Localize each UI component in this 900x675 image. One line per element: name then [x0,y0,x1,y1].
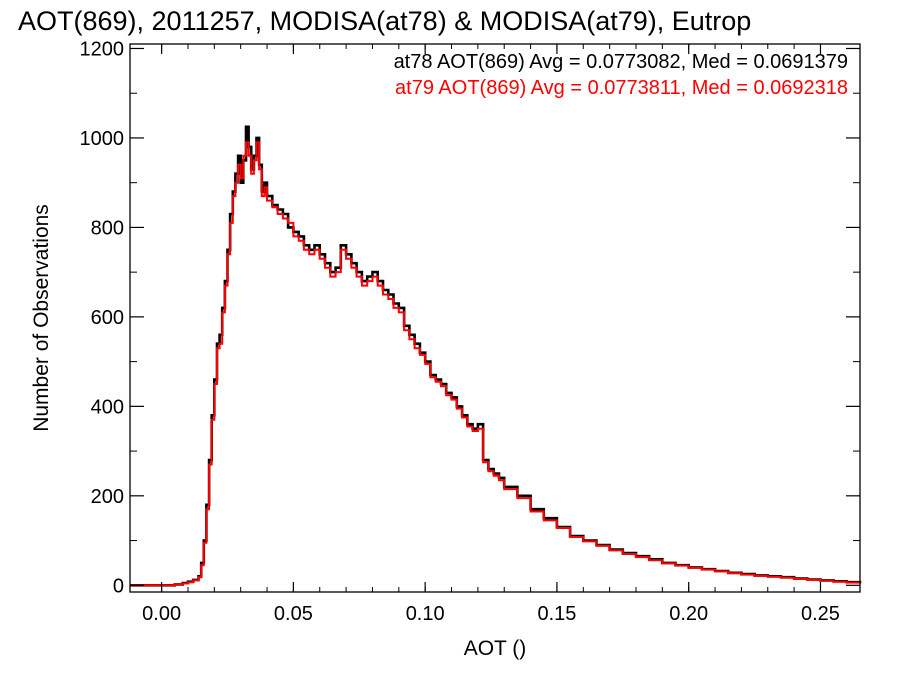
chart-title: AOT(869), 2011257, MODISA(at78) & MODISA… [18,6,751,36]
y-tick-label: 400 [91,396,124,418]
y-axis: 0 200 400 600 800 1000 1200 [80,38,860,597]
plot-frame [129,43,861,593]
legend-entry-at79: at79 AOT(869) Avg = 0.0773811, Med = 0.0… [395,77,848,99]
legend-entry-at78: at78 AOT(869) Avg = 0.0773082, Med = 0.0… [394,51,848,73]
x-axis: 0.00 0.05 0.10 0.15 0.20 0.25 [142,44,840,625]
y-axis-label: Number of Observations [30,204,53,432]
x-tick-label: 0.00 [142,603,181,625]
x-axis-label: AOT () [464,637,527,660]
x-tick-label: 0.15 [537,603,576,625]
x-tick-label: 0.05 [274,603,313,625]
plot-series [130,125,862,587]
series-line-at79 [130,141,861,587]
x-tick-label: 0.10 [406,603,445,625]
y-tick-label: 1000 [80,128,125,150]
x-tick-label: 0.20 [669,603,708,625]
y-tick-label: 1200 [80,38,125,60]
series-line-at78 [130,125,862,587]
y-tick-label: 200 [91,486,124,508]
x-tick-label: 0.25 [801,603,840,625]
y-tick-label: 0 [113,575,124,597]
y-tick-label: 800 [91,217,124,239]
y-tick-label: 600 [91,307,124,329]
legend: at78 AOT(869) Avg = 0.0773082, Med = 0.0… [394,51,848,99]
